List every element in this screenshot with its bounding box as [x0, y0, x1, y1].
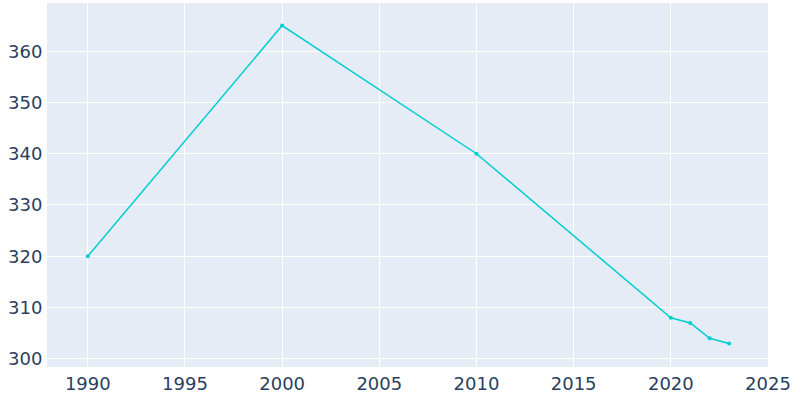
- svg-text:1990: 1990: [65, 373, 111, 394]
- svg-text:330: 330: [8, 194, 42, 215]
- svg-text:2025: 2025: [745, 373, 791, 394]
- svg-text:2020: 2020: [648, 373, 694, 394]
- svg-text:310: 310: [8, 297, 42, 318]
- svg-text:300: 300: [8, 348, 42, 369]
- svg-text:2000: 2000: [259, 373, 305, 394]
- svg-text:2005: 2005: [356, 373, 402, 394]
- svg-text:320: 320: [8, 246, 42, 267]
- svg-text:350: 350: [8, 92, 42, 113]
- svg-text:2010: 2010: [454, 373, 500, 394]
- svg-text:1995: 1995: [162, 373, 208, 394]
- svg-text:2015: 2015: [551, 373, 597, 394]
- svg-text:360: 360: [8, 40, 42, 61]
- svg-text:340: 340: [8, 143, 42, 164]
